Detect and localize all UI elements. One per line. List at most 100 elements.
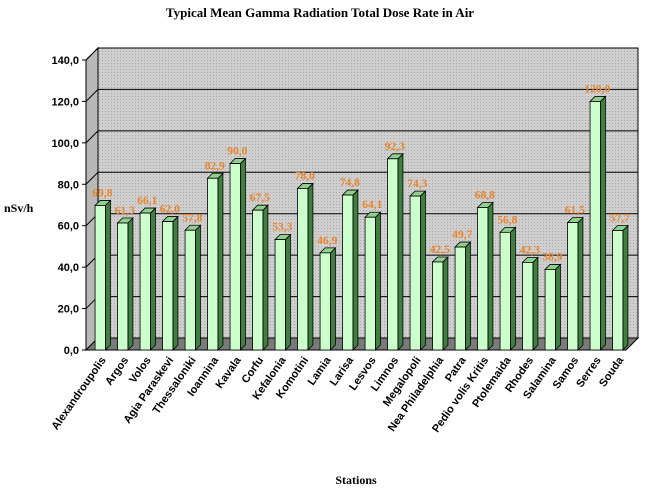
bar (476, 201, 494, 351)
data-label: 74,8 (340, 177, 360, 189)
data-label: 62,0 (160, 204, 180, 216)
bar-front (342, 194, 354, 351)
bar-side (307, 182, 314, 351)
bar-front (612, 230, 624, 351)
bar-side (397, 152, 404, 351)
data-label: 68,8 (475, 189, 495, 201)
bar-side (442, 255, 449, 351)
data-label: 74,3 (407, 178, 427, 190)
data-label: 38,9 (542, 251, 562, 263)
data-label: 57,8 (182, 212, 202, 224)
bar-front (432, 261, 444, 351)
bar-side (577, 216, 584, 351)
data-label: 46,9 (317, 235, 337, 247)
bar-front (477, 207, 489, 351)
bar-front (139, 212, 151, 351)
bar-front (297, 188, 309, 351)
bar-front (499, 231, 511, 351)
bar (499, 226, 517, 351)
bar (274, 233, 292, 351)
bar-front (274, 239, 286, 351)
data-label: 64,1 (362, 199, 382, 211)
bar (566, 216, 584, 351)
bar-front (162, 221, 174, 351)
bar (364, 211, 382, 351)
data-label: 61,5 (565, 205, 585, 217)
y-tick-label: 40,0 (58, 262, 79, 274)
bar-side (195, 224, 201, 351)
data-label: 42,3 (520, 244, 540, 256)
bar (589, 95, 607, 351)
y-axis-title: nSv/h (4, 201, 34, 215)
bar-side (330, 246, 336, 351)
data-label: 57,7 (610, 212, 630, 224)
bar (161, 215, 179, 351)
bar-front (229, 163, 241, 351)
bar (116, 217, 134, 351)
bar (386, 152, 404, 351)
data-label: 61,3 (115, 205, 135, 217)
bar-front (387, 158, 399, 351)
bar-front (454, 246, 466, 351)
bar (341, 189, 359, 351)
bar (521, 256, 539, 351)
bar (431, 255, 449, 351)
bar (611, 224, 629, 351)
y-axis-ticks: 0,0 20,0 40,0 60,0 80,0 100,0 120,0 140,0 (51, 55, 626, 357)
bar (139, 207, 157, 351)
y-tick-label: 20,0 (58, 304, 79, 316)
data-label: 49,7 (452, 229, 472, 241)
bar (296, 182, 314, 351)
bars (94, 95, 629, 351)
bar-side (465, 241, 471, 351)
bar-front (207, 177, 219, 351)
x-tick-label: Souda (597, 354, 627, 389)
bar-side (150, 207, 156, 351)
y-tick-label: 120,0 (51, 96, 79, 108)
bar-side (217, 172, 224, 351)
y-tick-label: 0,0 (64, 345, 79, 357)
y-tick-label: 140,0 (51, 55, 79, 67)
data-label: 82,9 (205, 160, 225, 172)
data-label: 42,5 (430, 244, 450, 256)
bar-side (555, 263, 561, 351)
bar (454, 241, 472, 351)
gridline (85, 171, 638, 185)
bar-front (409, 195, 421, 351)
y-tick-label: 100,0 (51, 138, 79, 150)
bar-side (172, 215, 179, 351)
bar-front (94, 205, 106, 351)
data-label: 92,3 (385, 141, 405, 153)
data-label: 90,0 (227, 146, 247, 158)
bar-side (240, 157, 246, 351)
bar-front (364, 216, 376, 351)
bar-front (589, 101, 601, 351)
bar (319, 246, 337, 351)
y-tick-label: 80,0 (58, 179, 79, 191)
bar-side (600, 95, 606, 351)
bar-front (522, 261, 534, 351)
data-label: 56,8 (497, 214, 517, 226)
bar-side (510, 226, 516, 351)
data-label: 67,5 (250, 192, 270, 204)
data-label: 78,0 (295, 170, 315, 182)
x-axis-title: Stations (335, 473, 377, 487)
gridline (85, 130, 638, 144)
bar (544, 263, 562, 351)
bar (184, 224, 202, 351)
bar-front (319, 252, 331, 351)
gridline (85, 88, 638, 102)
bar (206, 172, 224, 351)
bar-side (285, 233, 291, 351)
bar-side (622, 224, 629, 351)
bar (94, 199, 112, 351)
bar-front (567, 222, 579, 351)
bar-front (117, 222, 129, 351)
bar-side (262, 204, 269, 351)
bar (409, 190, 427, 351)
bar-front (184, 229, 196, 351)
bar-side (487, 201, 494, 351)
bar (251, 204, 269, 351)
bar-side (105, 199, 111, 351)
